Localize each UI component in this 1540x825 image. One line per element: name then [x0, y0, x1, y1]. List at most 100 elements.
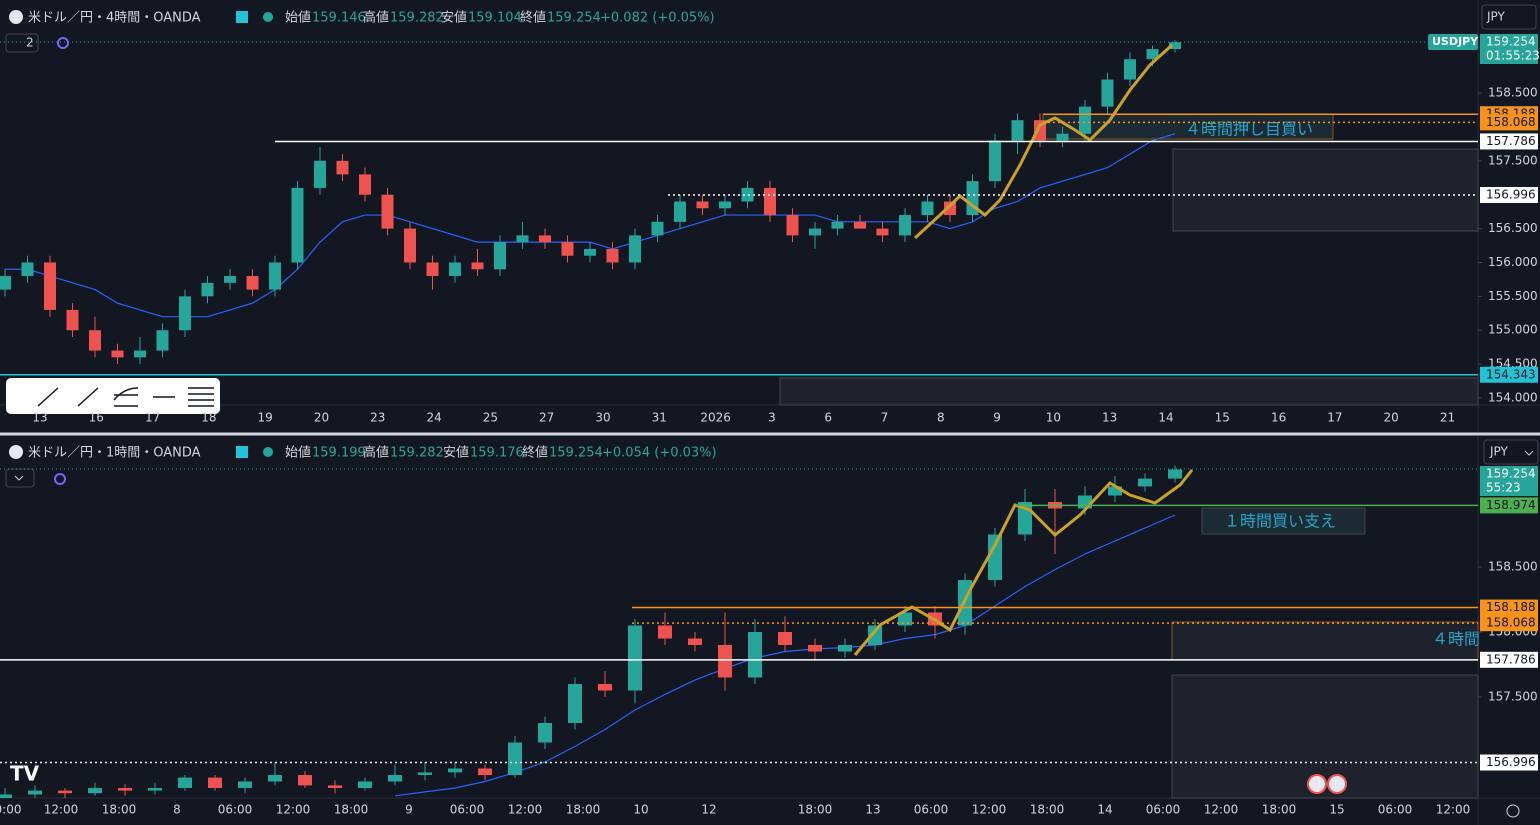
x-tick-label: 12:00 [508, 803, 543, 817]
drawn-path [853, 469, 1194, 656]
candle-body [359, 174, 371, 195]
value: 159.104 [468, 11, 522, 26]
x-tick-label: 20 [314, 411, 329, 425]
y-tick-label: 158.500 [1488, 86, 1538, 100]
value: 159.254 [547, 11, 601, 26]
last-price: 159.254 [1486, 467, 1536, 481]
countdown: 55:23 [1486, 481, 1521, 495]
x-tick-label: 15 [1215, 411, 1230, 425]
candle-body [719, 201, 731, 209]
currency-button[interactable] [1483, 439, 1539, 465]
zone-box [1171, 674, 1479, 799]
x-tick-label: 30 [595, 411, 610, 425]
candle-body [28, 790, 42, 795]
candle-body [674, 201, 686, 222]
candle-body [134, 350, 146, 358]
status-dot [263, 12, 273, 22]
candle-body [156, 330, 169, 351]
candle-body [831, 221, 844, 229]
x-tick-label: 12 [701, 803, 716, 817]
toolbar-icons[interactable] [37, 387, 214, 407]
event-icon[interactable] [1327, 774, 1347, 794]
settings-icon[interactable] [1506, 804, 1520, 818]
price-label: 157.786 [1486, 652, 1536, 666]
candle-body [328, 785, 342, 788]
indicator-toggle[interactable] [5, 33, 39, 53]
price-label-bg [1480, 615, 1538, 632]
candle-body [688, 638, 702, 645]
candle-body [118, 788, 132, 791]
candle-body [448, 768, 462, 773]
zone-box [1171, 621, 1479, 661]
y-tick-label: 156.500 [1488, 221, 1538, 235]
candle-body [178, 777, 192, 788]
value: 159.176 [470, 446, 524, 461]
x-tick-label: 20 [1384, 411, 1399, 425]
logo: TV [10, 762, 40, 786]
candle-body [598, 684, 612, 691]
candle-body [291, 187, 304, 263]
label: 高値 [363, 445, 389, 461]
candle-body [66, 309, 79, 331]
label: 終値 [520, 10, 546, 26]
x-tick-label: 10 [633, 803, 648, 817]
label: 安値 [443, 445, 469, 461]
candle-body [208, 777, 222, 788]
x-tick-label: 18 [201, 411, 216, 425]
value: 159.254 [549, 446, 603, 461]
label: 高値 [363, 10, 389, 26]
candle-body [148, 788, 162, 791]
candle-body [1034, 120, 1046, 141]
x-tick-label: 14 [1158, 411, 1173, 425]
x-tick-label: 2026 [700, 411, 731, 425]
zone-box [779, 377, 1479, 406]
candle-body [989, 140, 1001, 182]
x-tick-label: 18:00 [566, 803, 601, 817]
x-tick-label: 31 [652, 411, 667, 425]
candle-body [1146, 49, 1159, 60]
x-tick-label: 19 [258, 411, 273, 425]
candle-body [539, 235, 551, 243]
x-tick-label: 9 [993, 411, 1001, 425]
label: 始値 [285, 10, 311, 26]
change: +0.054 (+0.03%) [602, 446, 717, 461]
candle-body [584, 248, 596, 256]
candle-body [516, 235, 529, 243]
candle-body [629, 235, 641, 263]
candle-body [449, 262, 461, 277]
x-tick-label: 9 [405, 803, 413, 817]
indicator-count[interactable]: 2 [26, 36, 34, 50]
x-tick-label: 12:00 [1436, 803, 1471, 817]
value: 159.199 [312, 446, 366, 461]
x-tick-label: 13 [1102, 411, 1117, 425]
currency-button[interactable] [1481, 4, 1537, 30]
candle-body [388, 775, 402, 782]
x-tick-label: 18:00 [1262, 803, 1297, 817]
event-icon[interactable] [1307, 774, 1327, 794]
y-tick-label: 157.500 [1488, 690, 1538, 704]
annotation: ４時間 [1432, 630, 1480, 649]
candle-body [1124, 59, 1136, 80]
candle-body [111, 350, 124, 358]
x-tick-label: 14 [1097, 803, 1112, 817]
candle-body [224, 276, 236, 283]
y-tick-label: 155.000 [1488, 323, 1538, 337]
price-label: 154.343 [1486, 367, 1536, 381]
price-label: 156.996 [1486, 187, 1536, 201]
currency[interactable]: JPY [1489, 445, 1509, 459]
annotation: ４時間押し目買い [1185, 120, 1313, 139]
candle-body [269, 262, 281, 290]
chevron [14, 475, 24, 481]
y-tick-label: 156.000 [1488, 255, 1538, 269]
x-tick-label: 13 [32, 411, 47, 425]
candle-body [508, 742, 522, 775]
candle-body [336, 160, 349, 175]
currency[interactable]: JPY [1486, 10, 1506, 24]
pane-4h [0, 40, 1181, 365]
x-tick-label: 17 [145, 411, 160, 425]
value: 159.282 [390, 11, 444, 26]
candle-body [1056, 133, 1069, 141]
candle-body [426, 262, 439, 277]
candle-body [838, 645, 852, 652]
candle-body [238, 781, 252, 788]
